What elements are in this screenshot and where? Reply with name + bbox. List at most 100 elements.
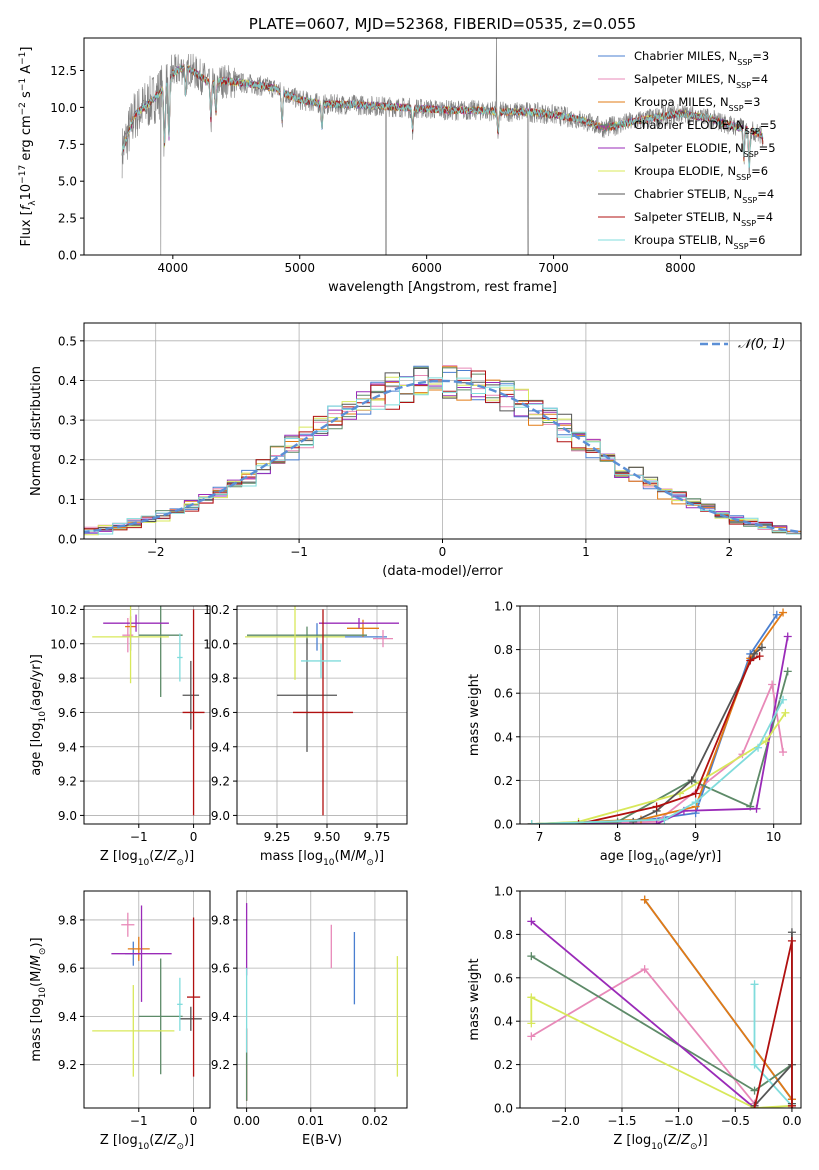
mass-weight-marker (779, 608, 788, 617)
mass-weight-marker (527, 820, 536, 824)
x-tick-label: 9.25 (264, 830, 291, 844)
error-bar-point (182, 660, 200, 730)
x-tick-label: −2 (147, 545, 165, 559)
mass-weight-marker (787, 928, 796, 937)
x-tick-label: 1 (582, 545, 590, 559)
legend-entry: Kroupa STELIB, NSSP=6 (634, 233, 765, 251)
age-vs-Z-axes: −1 0 9.0 9.2 9.4 9.6 9.8 10.0 10.2 Z [log10(Z/Z⊙)… (29, 603, 211, 868)
y-tick-label: 0.8 (494, 643, 513, 657)
mass-weight-marker (779, 748, 788, 757)
axes-frame (236, 605, 408, 825)
mass-weight-marker (527, 1032, 536, 1041)
mass-weight-marker (640, 965, 649, 974)
residuals-panel: −2 −1 0 1 2 0.0 0.1 0.2 0.3 0.4 0.5 (data-model)/er… (29, 322, 802, 579)
mass-weight-marker (772, 610, 781, 619)
y-tick-label: 10.2 (203, 603, 230, 617)
legend-entry: Kroupa MILES, NSSP=3 (634, 95, 760, 113)
mass-weight-marker (783, 632, 792, 641)
mass-vs-EBV-plot-area (245, 903, 399, 1101)
axes-frame (83, 605, 211, 825)
model-spectrum-line-8 (121, 65, 764, 168)
mass-weight-marker (527, 993, 536, 1002)
error-bar-point (177, 977, 183, 1031)
y-axis-label: Normed distribution (29, 366, 44, 496)
y-tick-label: 9.0 (58, 809, 77, 823)
error-bar-point (179, 1006, 202, 1031)
y-tick-label: 2.5 (58, 212, 77, 226)
x-tick-label: 9.75 (364, 830, 391, 844)
y-tick-label: 9.2 (211, 1058, 230, 1072)
error-bar-point (186, 917, 201, 1077)
x-tick-label: 5000 (284, 261, 315, 275)
y-tick-label: 10.0 (203, 637, 230, 651)
x-axis-label: Z [log10(Z/Z⊙)] (100, 1133, 194, 1152)
error-bar-point (103, 614, 169, 632)
y-axis-label: age [log10(age/yr)] (29, 654, 48, 776)
spectrum-panel: 4000 5000 6000 7000 8000 0.0 2.5 5.0 7.5 10.0 12.5… (18, 15, 802, 295)
y-tick-label: 9.2 (211, 775, 230, 789)
mass-weight-marker (691, 789, 700, 798)
weight-vs-Z-plot-area (527, 895, 796, 1108)
y-tick-label: 9.4 (58, 1010, 77, 1024)
mass-weight-marker (779, 695, 788, 704)
mass-weight-marker (652, 802, 661, 811)
y-tick-label: 9.8 (211, 913, 230, 927)
y-tick-label: 0.0 (494, 818, 513, 832)
y-tick-label: 9.2 (58, 775, 77, 789)
y-tick-label: 9.4 (58, 740, 77, 754)
mass-weight-line-8 (531, 699, 784, 824)
error-bar-point (177, 633, 183, 682)
legend-entry: Chabrier STELIB, NSSP=4 (634, 187, 774, 205)
weight-vs-Z-axes: −2.0 −1.5 −1.0 −0.5 0.0 0.0 0.2 0.4 0.6 0.8 1.0 Z [… (467, 885, 802, 1152)
axes-frame (519, 890, 802, 1109)
y-tick-label: 10.2 (50, 603, 77, 617)
y-tick-label: 0.3 (58, 414, 77, 428)
mass-weight-marker (761, 737, 770, 746)
mass-weight-line-5 (531, 712, 787, 824)
x-tick-label: −1.0 (664, 1114, 693, 1128)
age-vs-mass-panel: 9.25 9.50 9.75 9.0 9.2 9.4 9.6 9.8 10.0 10.2 mass … (203, 603, 408, 868)
x-tick-label: 0.00 (233, 1114, 260, 1128)
y-axis-label: mass weight (467, 674, 482, 756)
y-tick-label: 0.5 (58, 334, 77, 348)
y-tick-label: 0.0 (58, 249, 77, 263)
weight-vs-age-panel: 7 8 9 10 0.0 0.2 0.4 0.6 0.8 1.0 age [log10(age/yr… (467, 600, 802, 868)
y-tick-label: 10.0 (50, 101, 77, 115)
age-vs-mass-plot-area (245, 606, 399, 816)
mass-weight-marker (750, 649, 759, 658)
x-axis-label: E(B-V) (302, 1133, 342, 1148)
y-tick-label: 9.8 (211, 672, 230, 686)
x-axis-label: Z [log10(Z/Z⊙)] (100, 849, 194, 868)
x-tick-label: 9 (692, 830, 700, 844)
age-vs-Z-plot-area (92, 606, 205, 816)
mass-weight-marker (781, 708, 790, 717)
y-tick-label: 0.4 (494, 730, 513, 744)
x-tick-label: 0 (190, 830, 198, 844)
error-bar-point (138, 606, 183, 697)
y-tick-label: 9.6 (211, 706, 230, 720)
mass-weight-marker (757, 643, 766, 652)
y-tick-label: 0.6 (494, 971, 513, 985)
mass-weight-marker (754, 743, 763, 752)
y-tick-label: 0.8 (494, 928, 513, 942)
y-tick-label: 0.2 (494, 1058, 513, 1072)
y-tick-label: 9.8 (58, 672, 77, 686)
x-tick-label: 8 (614, 830, 622, 844)
error-bar-point (92, 606, 169, 684)
mass-weight-line-8 (753, 940, 793, 1108)
legend-entry: Salpeter STELIB, NSSP=4 (634, 210, 773, 228)
error-bar-point (347, 619, 379, 637)
mass-weight-line-2 (530, 967, 756, 1108)
mass-weight-marker (750, 1086, 759, 1095)
y-tick-label: 9.6 (58, 706, 77, 720)
y-tick-label: 10.0 (50, 637, 77, 651)
error-bar-point (182, 609, 205, 816)
mass-weight-marker (629, 817, 638, 824)
legend-entry: Chabrier ELODIE, NSSP=5 (634, 118, 777, 136)
error-bar-point (373, 630, 393, 648)
mass-vs-Z-plot-area (92, 905, 202, 1077)
mass-weight-line-5 (530, 995, 792, 1108)
mass-weight-marker (687, 776, 696, 785)
y-axis-label: mass [log10(M/M⊙)] (29, 937, 48, 1061)
